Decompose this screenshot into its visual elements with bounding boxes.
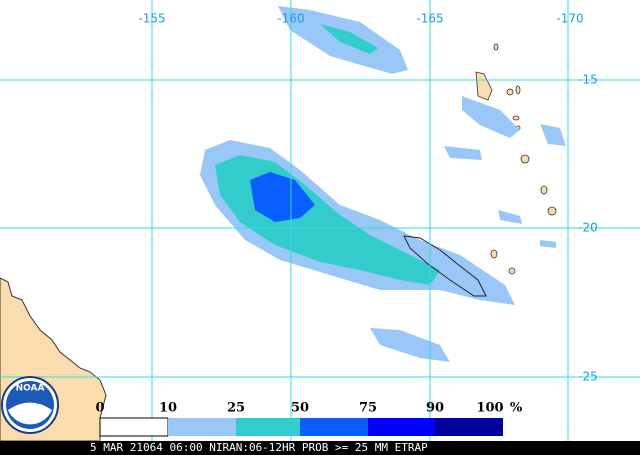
legend-swatch: [368, 418, 435, 436]
graticule: [0, 0, 640, 441]
legend-label: 75: [359, 401, 377, 416]
legend-unit: %: [510, 401, 523, 416]
caption-bar: [0, 441, 640, 455]
legend-swatch: [236, 418, 300, 436]
legend-label: 50: [291, 401, 309, 416]
islands: [475, 43, 557, 275]
new-caledonia: [403, 235, 487, 297]
lon-label: -160: [277, 12, 304, 26]
legend-label: 90: [426, 401, 444, 416]
legend-label: 0: [95, 401, 104, 416]
logo-text: NOAA: [16, 384, 45, 394]
legend-label: 100: [476, 401, 503, 416]
lat-label: -25: [578, 370, 598, 384]
legend-swatch: [99, 417, 169, 437]
lon-label: -170: [556, 12, 583, 26]
legend: 0 10 25 50 75 90 100 %: [95, 401, 523, 437]
lon-label: -155: [138, 12, 165, 26]
noaa-logo: NOAA: [1, 376, 59, 434]
lat-label: -20: [578, 221, 598, 235]
legend-label: 25: [227, 401, 245, 416]
legend-swatch: [435, 418, 503, 436]
legend-label: 10: [159, 401, 177, 416]
lon-label: -165: [416, 12, 443, 26]
caption: 5 MAR 21064 06:00 NIRAN:06-12HR PROB >= …: [90, 441, 428, 454]
probability-areas: [200, 6, 566, 362]
legend-swatch: [168, 418, 236, 436]
lat-label: -15: [578, 73, 598, 87]
legend-swatch: [300, 418, 368, 436]
